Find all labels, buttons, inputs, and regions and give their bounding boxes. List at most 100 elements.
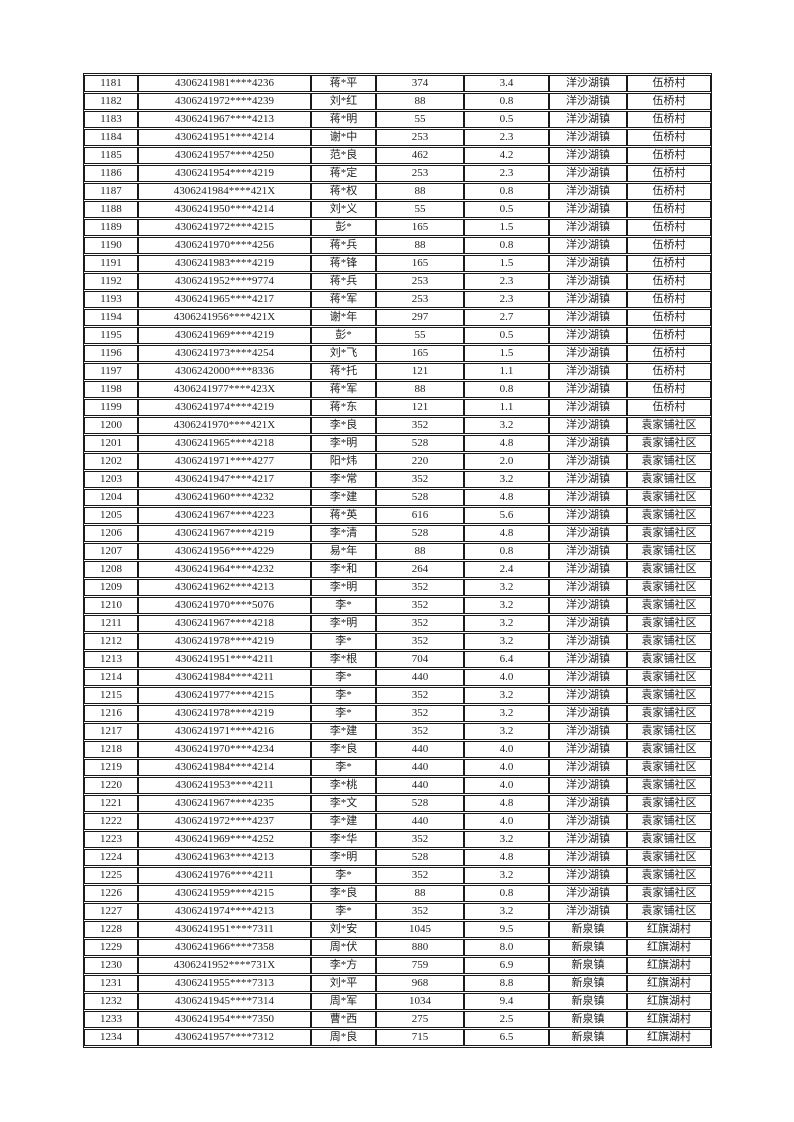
cell-name: 李*建	[311, 489, 376, 506]
cell-value: 1.5	[464, 219, 549, 236]
cell-name: 李*明	[311, 435, 376, 452]
cell-value: 6.5	[464, 1029, 549, 1046]
cell-id-number: 4306241984****4211	[138, 669, 311, 686]
cell-village: 袁家铺社区	[627, 849, 711, 866]
cell-amount: 165	[376, 345, 464, 362]
cell-seq: 1182	[84, 93, 138, 110]
cell-town: 洋沙湖镇	[549, 831, 627, 848]
table-row: 1193 4306241965****4217 蒋*军 253 2.3 洋沙湖镇 伍桥村	[84, 291, 711, 308]
cell-id-number: 4306241957****7312	[138, 1029, 311, 1046]
cell-value: 3.2	[464, 417, 549, 434]
cell-village: 伍桥村	[627, 237, 711, 254]
cell-village: 伍桥村	[627, 183, 711, 200]
cell-village: 伍桥村	[627, 327, 711, 344]
cell-village: 伍桥村	[627, 165, 711, 182]
cell-village: 伍桥村	[627, 399, 711, 416]
cell-id-number: 4306241947****4217	[138, 471, 311, 488]
cell-name: 李*明	[311, 579, 376, 596]
table-row: 1207 4306241956****4229 易*年 88 0.8 洋沙湖镇 袁家铺社区	[84, 543, 711, 560]
table-row: 1206 4306241967****4219 李*清 528 4.8 洋沙湖镇 袁家铺社区	[84, 525, 711, 542]
cell-amount: 55	[376, 111, 464, 128]
table-row: 1233 4306241954****7350 曹*西 275 2.5 新泉镇 红旗湖村	[84, 1011, 711, 1028]
cell-seq: 1224	[84, 849, 138, 866]
cell-id-number: 4306241977****4215	[138, 687, 311, 704]
cell-seq: 1189	[84, 219, 138, 236]
cell-amount: 352	[376, 579, 464, 596]
cell-town: 洋沙湖镇	[549, 471, 627, 488]
cell-value: 3.2	[464, 687, 549, 704]
table-row: 1222 4306241972****4237 李*建 440 4.0 洋沙湖镇 袁家铺社区	[84, 813, 711, 830]
table-row: 1226 4306241959****4215 李*良 88 0.8 洋沙湖镇 袁家铺社区	[84, 885, 711, 902]
cell-village: 袁家铺社区	[627, 597, 711, 614]
cell-name: 蒋*军	[311, 291, 376, 308]
cell-id-number: 4306241955****7313	[138, 975, 311, 992]
cell-village: 伍桥村	[627, 201, 711, 218]
cell-id-number: 4306241966****7358	[138, 939, 311, 956]
cell-amount: 440	[376, 813, 464, 830]
cell-village: 袁家铺社区	[627, 615, 711, 632]
cell-id-number: 4306241954****7350	[138, 1011, 311, 1028]
table-row: 1190 4306241970****4256 蒋*兵 88 0.8 洋沙湖镇 伍桥村	[84, 237, 711, 254]
cell-seq: 1193	[84, 291, 138, 308]
cell-town: 洋沙湖镇	[549, 147, 627, 164]
cell-village: 红旗湖村	[627, 939, 711, 956]
cell-value: 3.2	[464, 597, 549, 614]
table-row: 1194 4306241956****421X 谢*年 297 2.7 洋沙湖镇 伍桥村	[84, 309, 711, 326]
table-row: 1183 4306241967****4213 蒋*明 55 0.5 洋沙湖镇 伍桥村	[84, 111, 711, 128]
cell-name: 李*建	[311, 813, 376, 830]
cell-name: 易*年	[311, 543, 376, 560]
cell-value: 3.4	[464, 75, 549, 92]
cell-town: 洋沙湖镇	[549, 669, 627, 686]
cell-village: 袁家铺社区	[627, 489, 711, 506]
cell-value: 4.8	[464, 795, 549, 812]
cell-town: 洋沙湖镇	[549, 309, 627, 326]
cell-value: 3.2	[464, 723, 549, 740]
cell-value: 5.6	[464, 507, 549, 524]
cell-seq: 1232	[84, 993, 138, 1010]
cell-village: 袁家铺社区	[627, 723, 711, 740]
cell-town: 洋沙湖镇	[549, 381, 627, 398]
cell-amount: 88	[376, 381, 464, 398]
cell-village: 袁家铺社区	[627, 651, 711, 668]
table-row: 1203 4306241947****4217 李*常 352 3.2 洋沙湖镇 袁家铺社区	[84, 471, 711, 488]
cell-value: 8.0	[464, 939, 549, 956]
cell-id-number: 4306241953****4211	[138, 777, 311, 794]
cell-id-number: 4306241951****7311	[138, 921, 311, 938]
table-row: 1224 4306241963****4213 李*明 528 4.8 洋沙湖镇 袁家铺社区	[84, 849, 711, 866]
cell-value: 3.2	[464, 579, 549, 596]
cell-town: 洋沙湖镇	[549, 597, 627, 614]
cell-town: 洋沙湖镇	[549, 741, 627, 758]
cell-value: 0.8	[464, 93, 549, 110]
cell-village: 伍桥村	[627, 273, 711, 290]
cell-seq: 1229	[84, 939, 138, 956]
cell-town: 洋沙湖镇	[549, 345, 627, 362]
table-row: 1220 4306241953****4211 李*桃 440 4.0 洋沙湖镇 袁家铺社区	[84, 777, 711, 794]
cell-village: 袁家铺社区	[627, 885, 711, 902]
cell-amount: 275	[376, 1011, 464, 1028]
cell-village: 伍桥村	[627, 363, 711, 380]
cell-value: 3.2	[464, 831, 549, 848]
cell-id-number: 4306241977****423X	[138, 381, 311, 398]
cell-name: 蒋*平	[311, 75, 376, 92]
cell-town: 洋沙湖镇	[549, 183, 627, 200]
cell-value: 1.1	[464, 399, 549, 416]
cell-amount: 352	[376, 831, 464, 848]
cell-id-number: 4306241972****4237	[138, 813, 311, 830]
cell-id-number: 4306241951****4211	[138, 651, 311, 668]
cell-id-number: 4306241951****4214	[138, 129, 311, 146]
cell-id-number: 4306242000****8336	[138, 363, 311, 380]
cell-seq: 1188	[84, 201, 138, 218]
cell-village: 伍桥村	[627, 309, 711, 326]
cell-name: 蒋*明	[311, 111, 376, 128]
cell-name: 李*	[311, 597, 376, 614]
cell-name: 刘*平	[311, 975, 376, 992]
table-row: 1192 4306241952****9774 蒋*兵 253 2.3 洋沙湖镇 伍桥村	[84, 273, 711, 290]
cell-name: 李*文	[311, 795, 376, 812]
cell-seq: 1200	[84, 417, 138, 434]
cell-town: 洋沙湖镇	[549, 201, 627, 218]
table-row: 1182 4306241972****4239 刘*红 88 0.8 洋沙湖镇 伍桥村	[84, 93, 711, 110]
cell-amount: 440	[376, 759, 464, 776]
cell-town: 洋沙湖镇	[549, 867, 627, 884]
table-row: 1229 4306241966****7358 周*伏 880 8.0 新泉镇 红旗湖村	[84, 939, 711, 956]
cell-town: 洋沙湖镇	[549, 363, 627, 380]
